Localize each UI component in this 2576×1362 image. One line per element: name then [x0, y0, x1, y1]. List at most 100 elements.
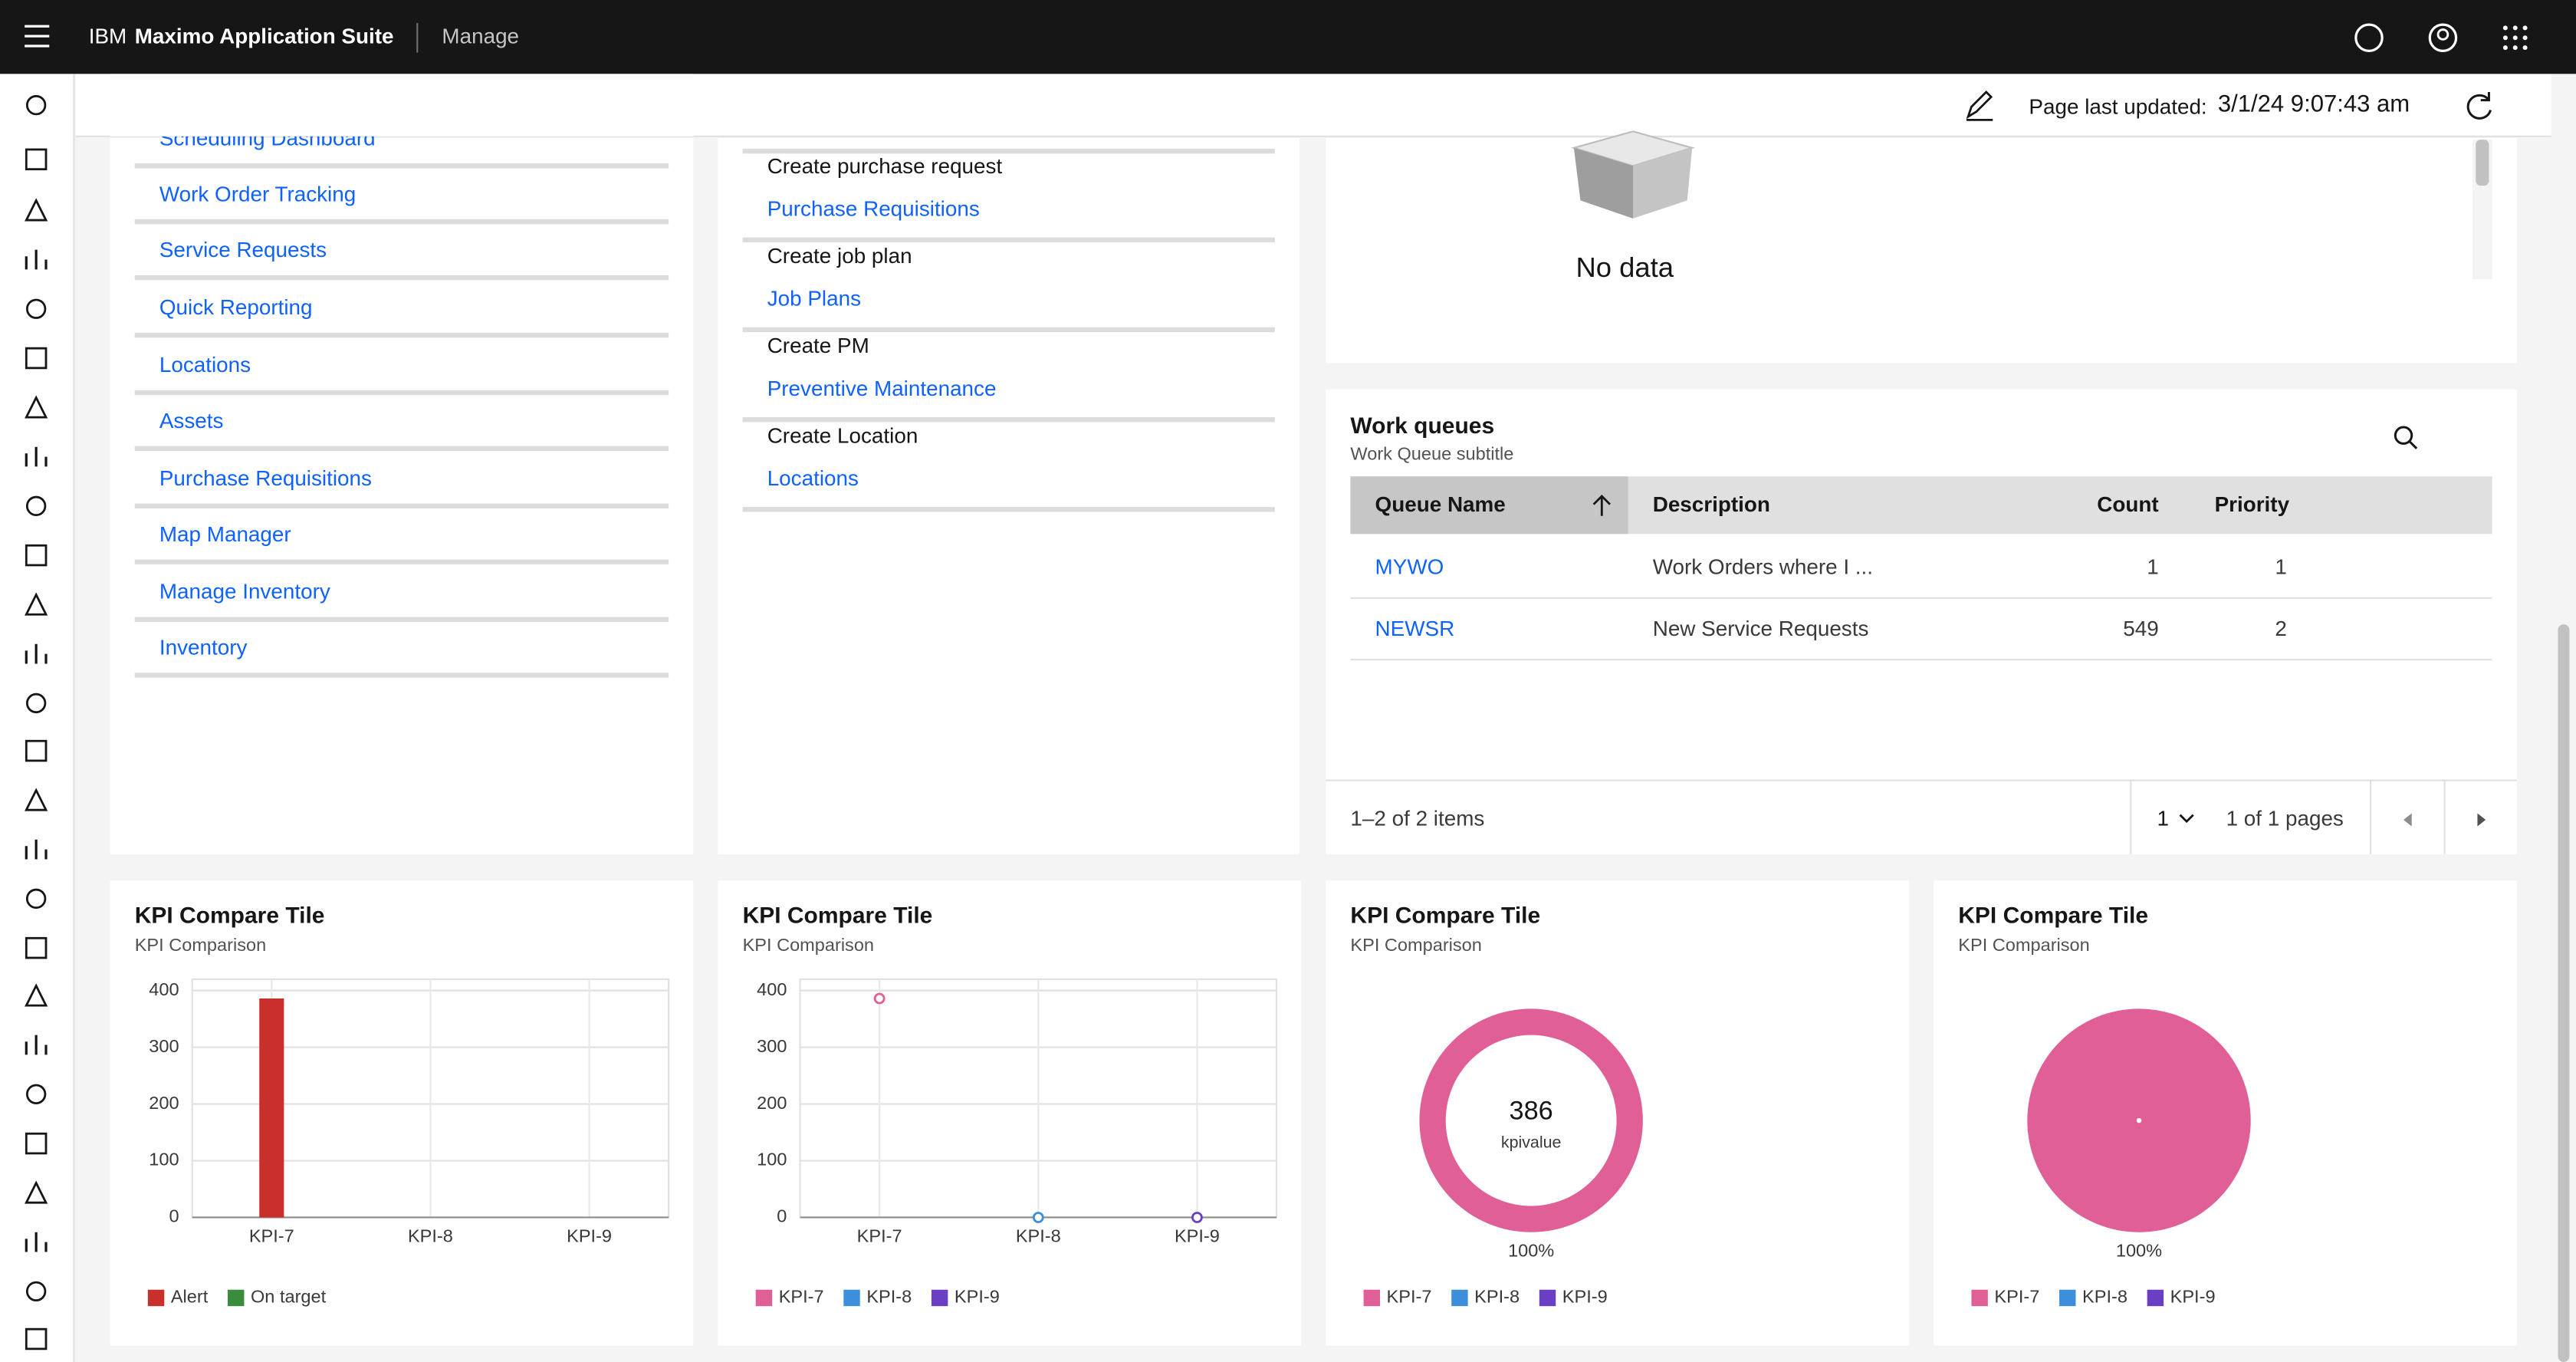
nav-icon[interactable]	[25, 888, 47, 910]
quick-link[interactable]: Locations	[159, 353, 251, 377]
nav-icon[interactable]	[25, 693, 47, 714]
nav-icon[interactable]	[25, 1327, 48, 1350]
quick-link[interactable]: Service Requests	[159, 238, 327, 262]
action-link[interactable]: Locations	[767, 466, 859, 490]
quick-link[interactable]: Map Manager	[159, 522, 291, 546]
nav-icon[interactable]	[25, 739, 48, 762]
next-page[interactable]	[2477, 813, 2486, 827]
nav-icon[interactable]	[25, 839, 48, 860]
center-value: 386	[1510, 1096, 1553, 1125]
app-name[interactable]: Manage	[442, 25, 519, 48]
quick-link[interactable]: Manage Inventory	[159, 580, 330, 604]
empty-box-icon	[1633, 147, 1693, 219]
table-cell[interactable]: MYWO	[1375, 555, 1444, 579]
card-subtitle: KPI Comparison	[743, 935, 874, 955]
table-cell: 1	[2275, 555, 2287, 579]
help-icon[interactable]	[2354, 23, 2384, 53]
nav-icon[interactable]	[25, 446, 48, 467]
nav-icon[interactable]	[25, 983, 48, 1007]
x-tick-label: KPI-9	[1175, 1225, 1220, 1245]
scrollbar-thumb	[2558, 624, 2570, 1362]
brand: Maximo Application Suite	[135, 25, 394, 48]
quick-link[interactable]: Purchase Requisitions	[159, 466, 372, 490]
action-link[interactable]: Purchase Requisitions	[767, 197, 980, 221]
nav-icon[interactable]	[25, 936, 48, 959]
column-header[interactable]: Count	[2097, 492, 2158, 516]
nav-icon[interactable]	[25, 1281, 47, 1302]
apps-icon[interactable]	[2512, 45, 2518, 51]
nav-icon[interactable]	[25, 298, 47, 319]
side-nav	[0, 74, 74, 1362]
nav-icon[interactable]	[25, 347, 48, 370]
card-subtitle: KPI Comparison	[1958, 935, 2089, 955]
table-header-sorted[interactable]	[1350, 476, 1628, 535]
nav-icon[interactable]	[25, 395, 48, 419]
x-tick-label: KPI-8	[408, 1225, 453, 1245]
search-icon[interactable]	[2394, 426, 2413, 445]
action-link[interactable]: Preventive Maintenance	[767, 377, 997, 400]
nav-icon[interactable]	[25, 592, 48, 616]
edit-icon[interactable]	[1966, 90, 1993, 121]
nav-icon[interactable]	[25, 1180, 48, 1204]
brand-prefix: IBM	[89, 25, 127, 48]
action-link[interactable]: Job Plans	[767, 287, 861, 311]
apps-icon[interactable]	[2502, 35, 2508, 41]
nav-icon[interactable]	[25, 94, 47, 116]
y-tick-label: 100	[757, 1150, 787, 1170]
quick-link[interactable]: Quick Reporting	[159, 295, 313, 319]
nav-icon[interactable]	[25, 788, 48, 811]
card-subtitle: Work Queue subtitle	[1350, 444, 1513, 464]
nav-icon[interactable]	[25, 1084, 47, 1104]
updated-label: Page last updated:	[2029, 95, 2206, 119]
column-header[interactable]: Description	[1653, 492, 1770, 516]
x-tick-label: KPI-7	[857, 1225, 902, 1245]
legend-label: KPI-9	[955, 1287, 1000, 1307]
quick-link[interactable]: Assets	[159, 409, 224, 433]
column-header[interactable]: Queue Name	[1375, 492, 1506, 516]
card-clip	[110, 74, 694, 137]
apps-icon[interactable]	[2522, 35, 2528, 41]
legend-swatch	[1451, 1289, 1468, 1307]
pie-center-dot	[2136, 1117, 2142, 1123]
apps-icon[interactable]	[2502, 25, 2508, 31]
nav-icon[interactable]	[25, 1035, 48, 1055]
prev-page[interactable]	[2404, 813, 2412, 827]
quick-link[interactable]: Inventory	[159, 636, 248, 660]
legend-label: KPI-8	[1474, 1287, 1520, 1307]
legend-label: On target	[251, 1287, 327, 1307]
nav-icon[interactable]	[25, 198, 48, 222]
card-title: Work queues	[1350, 413, 1494, 439]
center-caption: kpivalue	[1501, 1133, 1562, 1152]
apps-icon[interactable]	[2522, 25, 2528, 31]
nav-icon[interactable]	[25, 544, 48, 567]
card-title: KPI Compare Tile	[1350, 903, 1540, 928]
table-cell[interactable]: NEWSR	[1375, 617, 1455, 640]
nav-icon[interactable]	[25, 249, 48, 270]
apps-icon[interactable]	[2502, 45, 2508, 51]
apps-icon[interactable]	[2522, 45, 2528, 51]
refresh-icon[interactable]	[2466, 91, 2492, 120]
legend-label: KPI-9	[2170, 1287, 2216, 1307]
top-bar	[0, 0, 2576, 74]
card	[1326, 137, 2517, 364]
nav-icon[interactable]	[25, 1232, 48, 1252]
page-select[interactable]: 1	[2157, 806, 2170, 830]
y-tick-label: 300	[149, 1036, 179, 1056]
card-subtitle: KPI Comparison	[135, 935, 266, 955]
legend-swatch	[1971, 1289, 1988, 1307]
nav-icon[interactable]	[25, 1132, 48, 1155]
nav-icon[interactable]	[25, 643, 48, 664]
card-title: KPI Compare Tile	[135, 903, 325, 928]
nav-icon[interactable]	[25, 495, 47, 517]
user-icon[interactable]	[2428, 23, 2458, 53]
apps-icon[interactable]	[2512, 35, 2518, 41]
y-tick-label: 400	[149, 979, 179, 999]
column-header[interactable]: Priority	[2215, 492, 2290, 516]
quick-link[interactable]: Work Order Tracking	[159, 182, 356, 206]
apps-icon[interactable]	[2512, 25, 2518, 31]
x-tick-label: KPI-7	[249, 1225, 294, 1245]
nav-icon[interactable]	[25, 148, 48, 171]
sort-icon	[1592, 495, 1611, 516]
card	[718, 880, 1302, 1346]
